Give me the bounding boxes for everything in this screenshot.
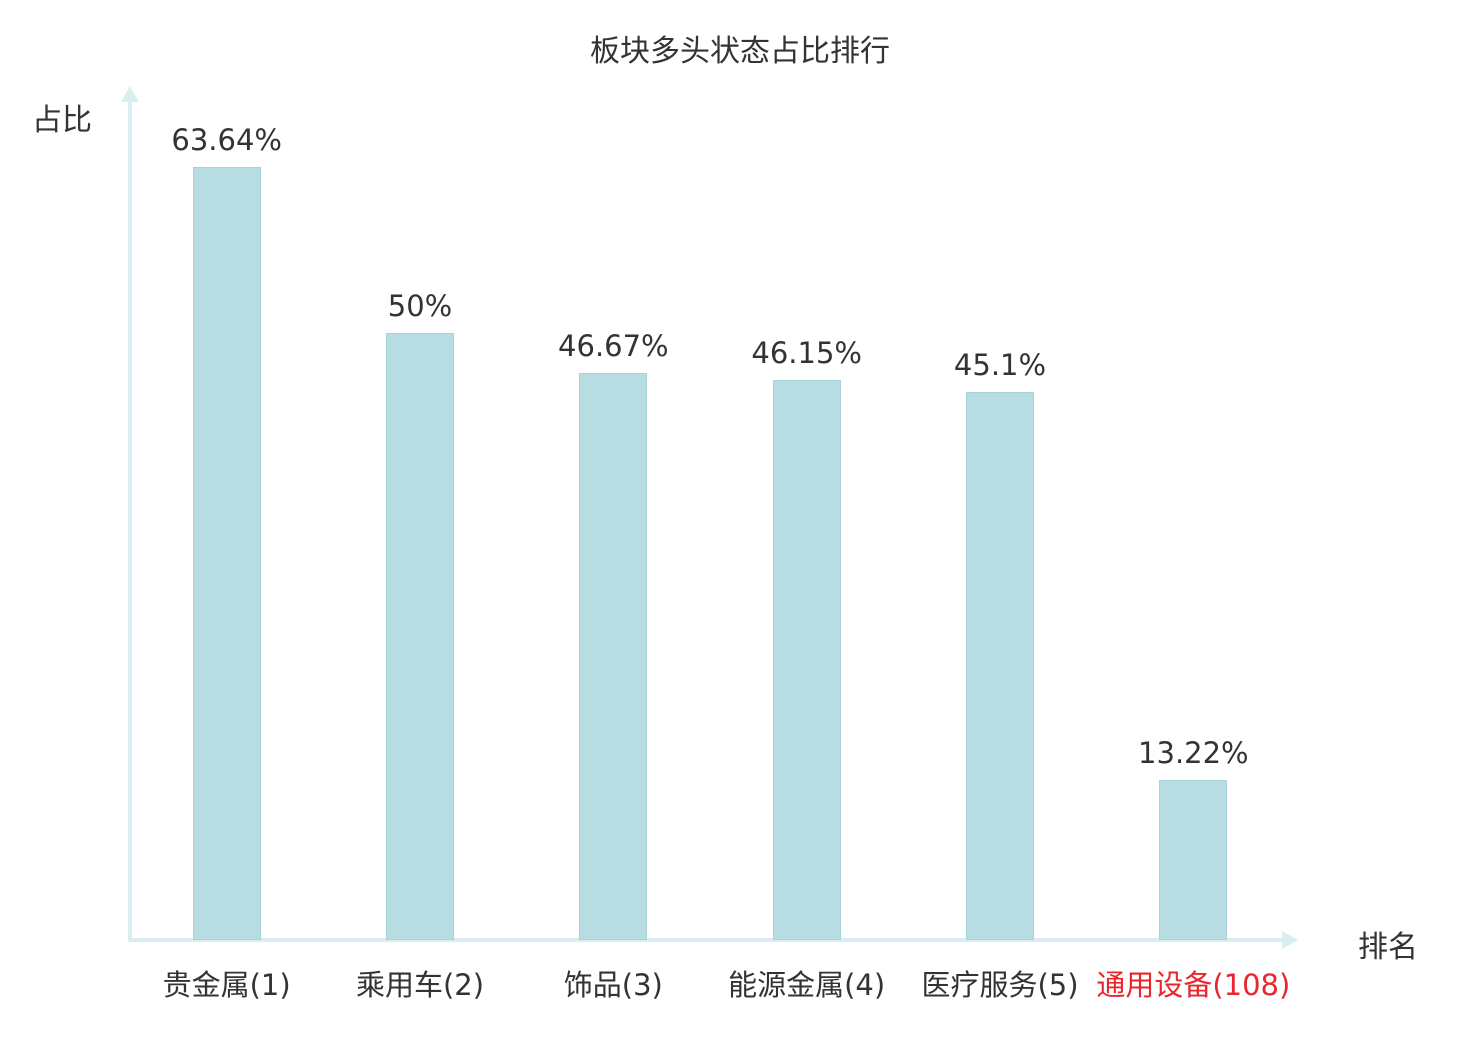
bar-category-label: 贵金属(1) (162, 968, 291, 1002)
bar (966, 392, 1034, 940)
bar (579, 373, 648, 940)
bar-category-label: 能源金属(4) (728, 968, 886, 1002)
bar-value-label: 46.67% (558, 329, 669, 363)
bar (772, 380, 841, 940)
bar-value-label: 45.1% (953, 348, 1047, 382)
bar-value-label: 46.15% (751, 336, 862, 370)
bar-value-label: 50% (387, 289, 453, 323)
chart-title: 板块多头状态占比排行 (590, 34, 890, 69)
bar (386, 333, 454, 940)
x-axis-label: 排名 (1358, 930, 1418, 965)
bar-value-label: 63.64% (171, 123, 282, 157)
bar-value-label: 13.22% (1138, 736, 1249, 770)
y-axis-line (128, 100, 132, 942)
x-axis-arrow-icon (1282, 931, 1298, 949)
y-axis-arrow-icon (121, 86, 139, 102)
bar (1159, 780, 1228, 940)
x-axis-line (128, 938, 1286, 942)
bar-category-label: 乘用车(2) (355, 968, 485, 1002)
bar (192, 167, 261, 940)
bar-category-label: 饰品(3) (563, 968, 663, 1002)
bar-category-label: 通用设备(108) (1096, 968, 1291, 1002)
y-axis-label: 占比 (32, 103, 92, 138)
bar-category-label: 医疗服务(5) (921, 968, 1079, 1002)
